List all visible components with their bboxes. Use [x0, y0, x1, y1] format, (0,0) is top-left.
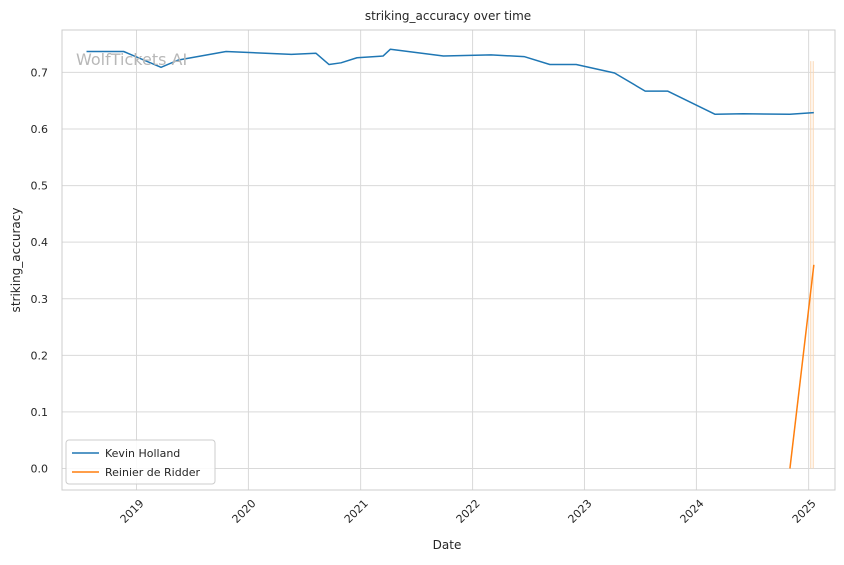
series-line-kevin-holland — [86, 48, 814, 116]
legend: Kevin Holland Reinier de Ridder — [65, 439, 216, 485]
grid — [62, 30, 835, 490]
y-tick-label: 0.6 — [31, 123, 49, 136]
series-lines — [86, 48, 815, 469]
y-axis-label: striking_accuracy — [9, 208, 23, 313]
y-tick-label: 0.7 — [31, 66, 49, 79]
y-tick-label: 0.1 — [31, 406, 49, 419]
legend-label-kevin-holland: Kevin Holland — [105, 447, 180, 460]
y-tick-label: 0.5 — [31, 180, 49, 193]
plot-area — [62, 30, 835, 490]
y-tick-label: 0.4 — [31, 236, 49, 249]
plot-frame — [61, 29, 836, 491]
y-tick-label: 0.3 — [31, 293, 49, 306]
chart-title: striking_accuracy over time — [365, 9, 531, 23]
x-axis-label: Date — [433, 538, 462, 552]
y-tick-label: 0.2 — [31, 349, 49, 362]
watermark: WolfTickets AI — [76, 50, 187, 69]
y-tick-label: 0.0 — [31, 462, 49, 475]
series-line-reinier-de-ridder — [789, 264, 815, 469]
y-axis-ticks: 0.0 0.1 0.2 0.3 0.4 0.5 0.6 0.7 — [31, 66, 49, 475]
legend-label-reinier-de-ridder: Reinier de Ridder — [105, 466, 200, 479]
legend-box — [65, 439, 216, 485]
